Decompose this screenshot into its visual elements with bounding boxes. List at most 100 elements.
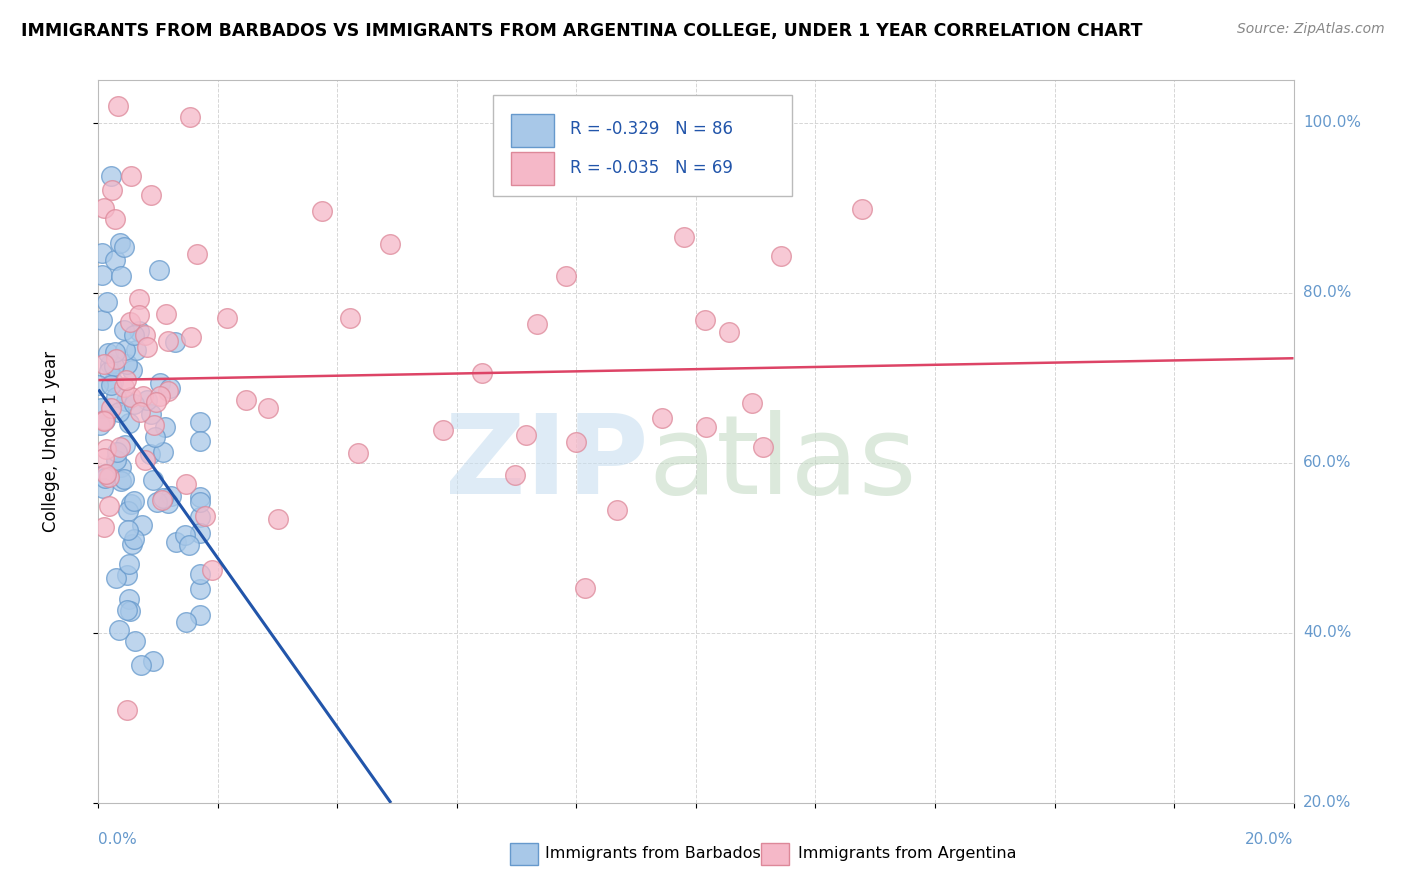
Point (432, 424, 454, 438)
Point (235, 392, 257, 407)
Point (149, 376, 172, 390)
Point (156, 384, 179, 398)
Point (188, 607, 211, 622)
Text: 80.0%: 80.0% (1303, 285, 1351, 301)
Point (112, 380, 135, 394)
Point (112, 472, 135, 486)
Point (157, 495, 180, 509)
Point (121, 537, 143, 551)
FancyBboxPatch shape (761, 843, 789, 865)
Point (120, 497, 142, 511)
Point (103, 359, 125, 373)
Point (122, 494, 145, 508)
Point (347, 446, 370, 460)
Point (105, 570, 128, 584)
Point (117, 523, 139, 537)
Point (94, 467, 117, 481)
Point (118, 416, 141, 430)
Text: Immigrants from Argentina: Immigrants from Argentina (797, 846, 1017, 861)
Point (378, 236, 401, 251)
Point (152, 445, 174, 459)
FancyBboxPatch shape (509, 843, 538, 865)
Point (134, 327, 156, 342)
Point (96, 295, 118, 310)
Point (115, 357, 138, 371)
Point (752, 440, 775, 454)
Point (121, 362, 143, 376)
Text: 40.0%: 40.0% (1303, 625, 1351, 640)
Point (769, 249, 792, 263)
Point (112, 322, 135, 336)
Point (695, 313, 717, 327)
Text: IMMIGRANTS FROM BARBADOS VS IMMIGRANTS FROM ARGENTINA COLLEGE, UNDER 1 YEAR CORR: IMMIGRANTS FROM BARBADOS VS IMMIGRANTS F… (21, 22, 1143, 40)
Point (141, 407, 163, 421)
Point (128, 293, 150, 307)
Point (120, 315, 142, 329)
Point (135, 392, 157, 407)
Point (107, 623, 129, 637)
Point (606, 503, 628, 517)
Point (194, 508, 217, 523)
Text: atlas: atlas (648, 409, 917, 516)
FancyBboxPatch shape (510, 113, 554, 147)
Point (114, 438, 136, 452)
Point (717, 326, 740, 340)
Point (104, 212, 127, 227)
Text: 60.0%: 60.0% (1303, 455, 1351, 470)
Point (120, 604, 142, 618)
Point (120, 169, 142, 183)
Point (471, 366, 494, 380)
Point (155, 307, 177, 321)
Point (159, 489, 181, 503)
Point (108, 405, 131, 419)
Point (152, 491, 174, 505)
Text: R = -0.035   N = 69: R = -0.035 N = 69 (571, 160, 734, 178)
Text: 0.0%: 0.0% (98, 831, 138, 847)
Point (311, 203, 333, 218)
Point (89, 418, 111, 433)
Point (107, 99, 129, 113)
Point (503, 468, 526, 483)
Point (114, 343, 136, 358)
Point (104, 345, 127, 359)
Point (108, 236, 131, 251)
Point (97, 470, 120, 484)
Point (179, 110, 201, 124)
Point (146, 495, 169, 509)
Point (93, 414, 115, 428)
Point (651, 411, 673, 425)
Point (145, 395, 167, 409)
Point (112, 240, 135, 254)
Point (100, 169, 122, 183)
Point (125, 343, 148, 357)
Point (117, 592, 139, 607)
Point (267, 511, 290, 525)
Point (105, 445, 128, 459)
Point (131, 517, 153, 532)
Point (105, 351, 128, 366)
Point (143, 417, 166, 432)
Point (148, 263, 170, 277)
Point (128, 308, 150, 322)
Point (101, 183, 124, 197)
Text: Immigrants from Barbados: Immigrants from Barbados (546, 846, 761, 861)
Point (98, 500, 121, 514)
Point (117, 503, 139, 517)
Point (188, 415, 211, 429)
Point (122, 328, 145, 343)
Point (115, 603, 138, 617)
Point (117, 703, 139, 717)
Point (91, 481, 114, 495)
Point (526, 317, 548, 331)
Point (110, 268, 132, 283)
Point (138, 447, 160, 461)
Point (574, 581, 596, 595)
Point (136, 340, 159, 354)
Point (188, 567, 211, 582)
Point (159, 381, 181, 395)
Point (188, 582, 211, 596)
Point (555, 269, 578, 284)
Point (110, 474, 132, 488)
Point (100, 401, 122, 415)
Point (141, 188, 163, 202)
